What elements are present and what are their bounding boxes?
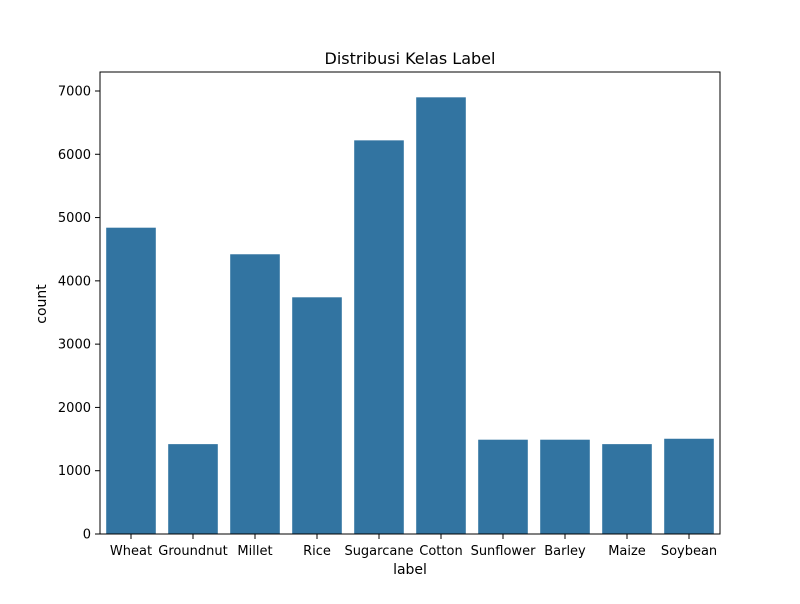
bar-sugarcane <box>354 140 404 534</box>
y-axis-ticks: 0 1000 2000 3000 4000 5000 6000 7000 <box>58 84 100 543</box>
y-tick-label: 7000 <box>58 84 91 99</box>
plot-frame <box>99 71 721 535</box>
y-tick-label: 6000 <box>58 148 91 163</box>
x-tick-label: Maize <box>608 544 646 559</box>
bars-group <box>106 97 714 534</box>
bar-sunflower <box>478 439 528 534</box>
y-tick-label: 5000 <box>58 211 91 226</box>
y-tick-label: 4000 <box>58 274 91 289</box>
y-tick-label: 1000 <box>58 464 91 479</box>
bar-millet <box>230 254 280 534</box>
x-tick-label: Sugarcane <box>344 544 413 559</box>
bar-rice <box>292 297 342 534</box>
bar-maize <box>602 444 652 534</box>
x-tick-label: Soybean <box>661 544 717 559</box>
x-tick-label: Groundnut <box>158 544 227 559</box>
y-axis-label: count <box>34 284 50 324</box>
y-tick-label: 0 <box>83 528 91 543</box>
x-tick-label: Millet <box>237 544 272 559</box>
x-tick-label: Rice <box>303 544 331 559</box>
x-tick-label: Wheat <box>110 544 152 559</box>
x-axis-ticks: Wheat Groundnut Millet Rice Sugarcane Cotton S… <box>110 534 717 559</box>
bar-soybean <box>664 438 714 534</box>
bar-barley <box>540 439 590 534</box>
bar-wheat <box>106 227 156 534</box>
x-tick-label: Sunflower <box>471 544 537 559</box>
x-axis-label: label <box>393 562 427 578</box>
x-tick-label: Barley <box>544 544 586 559</box>
y-tick-label: 3000 <box>58 338 91 353</box>
bar-cotton <box>416 97 466 534</box>
bar-groundnut <box>168 444 218 534</box>
chart-title: Distribusi Kelas Label <box>325 49 496 68</box>
x-tick-label: Cotton <box>419 544 462 559</box>
y-tick-label: 2000 <box>58 401 91 416</box>
